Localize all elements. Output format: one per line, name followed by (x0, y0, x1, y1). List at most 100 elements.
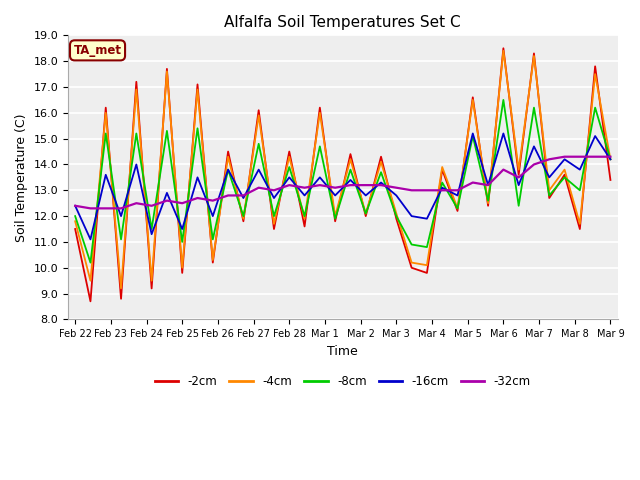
-2cm (179, 270, 186, 276)
-16cm (209, 213, 217, 219)
-8cm (438, 180, 446, 185)
-32cm (454, 187, 461, 193)
-8cm (239, 213, 247, 219)
-2cm (515, 172, 522, 178)
-4cm (86, 278, 94, 284)
-2cm (607, 177, 614, 183)
-8cm (332, 216, 339, 222)
-16cm (408, 213, 415, 219)
-8cm (500, 97, 508, 103)
-2cm (285, 149, 293, 155)
Line: -16cm: -16cm (75, 133, 611, 240)
-4cm (408, 260, 415, 265)
Line: -4cm: -4cm (75, 51, 611, 288)
-32cm (239, 192, 247, 198)
-2cm (377, 154, 385, 159)
-8cm (347, 167, 355, 172)
-8cm (576, 187, 584, 193)
-8cm (484, 198, 492, 204)
-8cm (102, 131, 109, 136)
-8cm (515, 203, 522, 209)
-8cm (362, 211, 369, 216)
-4cm (71, 218, 79, 224)
-2cm (102, 105, 109, 110)
-8cm (132, 131, 140, 136)
-8cm (255, 141, 262, 147)
-16cm (607, 156, 614, 162)
-2cm (591, 63, 599, 69)
-4cm (316, 110, 324, 116)
-4cm (255, 112, 262, 118)
-4cm (423, 262, 431, 268)
-4cm (561, 167, 568, 172)
-2cm (239, 218, 247, 224)
-32cm (255, 185, 262, 191)
-2cm (576, 226, 584, 232)
-4cm (285, 154, 293, 159)
-16cm (591, 133, 599, 139)
-16cm (500, 131, 508, 136)
-2cm (438, 167, 446, 172)
Legend: -2cm, -4cm, -8cm, -16cm, -32cm: -2cm, -4cm, -8cm, -16cm, -32cm (150, 371, 536, 393)
-32cm (500, 167, 508, 172)
-4cm (591, 71, 599, 77)
-32cm (224, 192, 232, 198)
-16cm (148, 231, 156, 237)
-2cm (163, 66, 171, 72)
-4cm (454, 205, 461, 211)
-32cm (484, 182, 492, 188)
-16cm (239, 195, 247, 201)
-16cm (515, 182, 522, 188)
-32cm (591, 154, 599, 159)
-16cm (71, 203, 79, 209)
-2cm (423, 270, 431, 276)
-16cm (255, 167, 262, 172)
-2cm (132, 79, 140, 84)
-16cm (224, 167, 232, 172)
-32cm (607, 154, 614, 159)
-4cm (102, 110, 109, 116)
-32cm (163, 198, 171, 204)
-32cm (576, 154, 584, 159)
-8cm (179, 239, 186, 245)
-2cm (347, 151, 355, 157)
-4cm (270, 221, 278, 227)
-16cm (454, 192, 461, 198)
-4cm (576, 221, 584, 227)
-2cm (148, 286, 156, 291)
Title: Alfalfa Soil Temperatures Set C: Alfalfa Soil Temperatures Set C (225, 15, 461, 30)
-2cm (500, 46, 508, 51)
-32cm (530, 162, 538, 168)
-4cm (209, 257, 217, 263)
-16cm (423, 216, 431, 222)
Line: -8cm: -8cm (75, 100, 611, 263)
-8cm (224, 167, 232, 172)
-16cm (332, 192, 339, 198)
-32cm (469, 180, 477, 185)
-8cm (194, 125, 202, 131)
-8cm (209, 237, 217, 242)
-8cm (591, 105, 599, 110)
-4cm (163, 69, 171, 74)
-2cm (270, 226, 278, 232)
-4cm (332, 213, 339, 219)
-32cm (515, 175, 522, 180)
-16cm (316, 175, 324, 180)
-16cm (530, 144, 538, 149)
-4cm (377, 159, 385, 165)
-2cm (392, 216, 400, 222)
-16cm (438, 185, 446, 191)
-8cm (117, 237, 125, 242)
-16cm (132, 162, 140, 168)
-4cm (515, 167, 522, 172)
-16cm (362, 192, 369, 198)
-16cm (163, 190, 171, 196)
-16cm (469, 131, 477, 136)
Text: TA_met: TA_met (74, 44, 122, 57)
-16cm (301, 192, 308, 198)
-2cm (194, 82, 202, 87)
-32cm (362, 182, 369, 188)
-8cm (316, 144, 324, 149)
-32cm (408, 187, 415, 193)
-2cm (224, 149, 232, 155)
